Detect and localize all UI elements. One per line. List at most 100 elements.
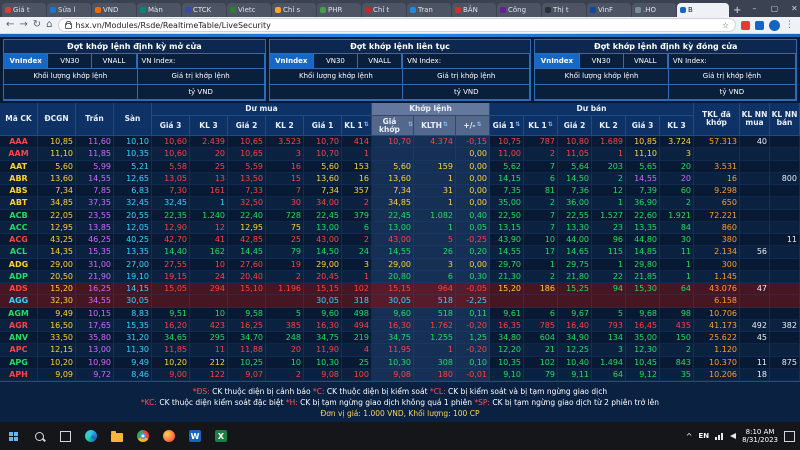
tab-vn30[interactable]: VN30 <box>48 54 93 69</box>
sub-header[interactable]: KL 1 ⇅ <box>524 116 558 136</box>
volume-icon[interactable] <box>730 433 737 439</box>
sub-header[interactable]: KL 1 ⇅ <box>342 116 372 136</box>
sub-header[interactable]: Giá 1 ⇅ <box>490 116 524 136</box>
cell: 43,25 <box>38 234 76 247</box>
browser-tab[interactable]: Vietc <box>227 3 271 17</box>
tab-vnindex[interactable]: VnIndex <box>535 54 580 69</box>
network-icon[interactable] <box>715 432 724 440</box>
extension-icon-2[interactable] <box>755 20 764 30</box>
language-indicator[interactable]: EN <box>698 432 710 440</box>
sub-header[interactable]: Giá khớp ⇅ <box>372 116 414 136</box>
tab-vnall[interactable]: VNALL <box>624 54 668 69</box>
browser-tab[interactable]: VinF <box>587 3 631 17</box>
cell: 11,30 <box>114 344 152 357</box>
matched-volume-button[interactable]: Khối lượng khớp lệnh <box>535 69 669 85</box>
task-view-icon[interactable] <box>52 422 78 450</box>
home-button[interactable]: ⌂ <box>46 19 53 30</box>
browser-tab[interactable]: Chỉ t <box>362 3 406 17</box>
taskbar-chrome-icon[interactable] <box>130 422 156 450</box>
table-row[interactable]: AAM 11,10 11,85 10,35 10,60 20 10,65 3 10,70 1 0,0… <box>0 148 800 161</box>
tab-vnall[interactable]: VNALL <box>358 54 403 69</box>
sub-header[interactable]: +/- ⇅ <box>456 116 490 136</box>
browser-tab[interactable]: Sửa l <box>47 3 91 17</box>
cell: 3 <box>592 344 626 357</box>
cell: 19,15 <box>152 270 190 283</box>
matched-value-button[interactable]: Giá trị khớp lệnh <box>137 69 265 85</box>
browser-tab[interactable]: PHR <box>317 3 361 17</box>
search-icon[interactable] <box>26 422 52 450</box>
taskbar-clock[interactable]: 8:10 AM 8/31/2023 <box>742 428 778 445</box>
table-row[interactable]: AGG 32,30 34,55 30,05 30,05 318 30,05 518 -2,25 6… <box>0 295 800 308</box>
browser-tab[interactable]: Chỉ s <box>272 3 316 17</box>
matched-value-button[interactable]: Giá trị khớp lệnh <box>403 69 531 85</box>
taskbar-explorer-icon[interactable] <box>104 422 130 450</box>
browser-tab[interactable]: .HO <box>632 3 676 17</box>
table-row[interactable]: ACC 12,95 13,85 12,05 12,90 12 12,95 75 13,00 6 13… <box>0 221 800 234</box>
browser-tab[interactable]: BẢN <box>452 3 496 17</box>
legend-segment: CK bị tạm ngừng giao dịch từ 2 phiên trở… <box>489 397 660 407</box>
start-button[interactable] <box>0 422 26 450</box>
new-tab-button[interactable]: + <box>733 5 742 16</box>
table-row[interactable]: ACG 43,25 46,25 40,25 42,70 41 42,85 25 43,00 2 43… <box>0 234 800 247</box>
browser-tab[interactable]: Giá t <box>2 3 46 17</box>
cell: 7 <box>524 209 558 222</box>
table-row[interactable]: ADS 15,20 16,25 14,15 15,05 294 15,10 1.196 15,1… <box>0 283 800 296</box>
tab-vn30[interactable]: VN30 <box>580 54 624 69</box>
browser-tab[interactable]: Thị t <box>542 3 586 17</box>
url-text: hsx.vn/Modules/Rsde/RealtimeTable/LiveSe… <box>75 20 271 30</box>
matched-volume-button[interactable]: Khối lượng khớp lệnh <box>269 69 404 85</box>
table-row[interactable]: ABT 34,85 37,35 32,45 32,45 1 32,50 30 34,00 2 34,… <box>0 197 800 210</box>
cell: 10,20 <box>38 356 76 369</box>
browser-tab[interactable]: B <box>677 3 729 17</box>
browser-tab[interactable]: Công <box>497 3 541 17</box>
close-button[interactable]: ✕ <box>791 4 798 13</box>
reload-button[interactable]: ↻ <box>32 19 42 30</box>
taskbar-firefox-icon[interactable] <box>156 422 182 450</box>
table-row[interactable]: AAA 10,85 11,60 10,10 10,60 2.439 10,65 3.523 10… <box>0 136 800 149</box>
taskbar-word-icon[interactable]: W <box>182 422 208 450</box>
sub-header[interactable]: KLTH ⇅ <box>414 116 456 136</box>
tab-vnall[interactable]: VNALL <box>92 54 137 69</box>
table-row[interactable]: AGM 9,49 10,15 8,83 9,51 10 9,58 5 9,60 498 9,60 51… <box>0 307 800 320</box>
table-row[interactable]: ACB 22,05 23,55 20,55 22,35 1.240 22,40 728 22,4… <box>0 209 800 222</box>
table-row[interactable]: APG 10,20 10,90 9,49 10,20 212 10,25 10 10,30 25 1… <box>0 356 800 369</box>
notification-icon[interactable] <box>784 430 795 442</box>
sub-header-label: Giá 3 <box>631 120 654 130</box>
tab-vnindex[interactable]: VnIndex <box>4 54 49 69</box>
browser-tab[interactable]: Màn <box>137 3 181 17</box>
tab-vn30[interactable]: VN30 <box>314 54 359 69</box>
taskbar-excel-icon[interactable]: X <box>208 422 234 450</box>
table-row[interactable]: APH 9,09 9,72 8,46 9,00 122 9,07 2 9,08 100 9,08 18… <box>0 368 800 381</box>
browser-tab[interactable]: CTCK <box>182 3 226 17</box>
tab-favicon <box>140 7 146 13</box>
bookmark-star-icon[interactable]: ☆ <box>721 20 729 30</box>
table-row[interactable]: APC 12,15 13,00 11,30 11,85 11 11,88 20 11,90 4 11… <box>0 344 800 357</box>
matched-volume-button[interactable]: Khối lượng khớp lệnh <box>4 69 138 85</box>
profile-avatar[interactable] <box>769 19 780 31</box>
browser-tab[interactable]: Tran <box>407 3 451 17</box>
forward-button[interactable]: → <box>19 19 28 30</box>
url-bar[interactable]: hsx.vn/Modules/Rsde/RealtimeTable/LiveSe… <box>57 18 736 32</box>
taskbar-edge-icon[interactable] <box>78 422 104 450</box>
table-row[interactable]: AGR 16,50 17,65 15,35 16,20 423 16,25 385 16,30 4… <box>0 319 800 332</box>
maximize-button[interactable]: ▢ <box>770 4 779 13</box>
sub-header: KL 3 <box>190 116 228 136</box>
browser-tab[interactable]: VND <box>92 3 136 17</box>
cell <box>740 295 770 308</box>
table-row[interactable]: ABR 13,60 14,55 12,65 13,05 13 13,50 15 13,60 16 1… <box>0 172 800 185</box>
back-button[interactable]: ← <box>6 19 15 30</box>
table-row[interactable]: ACL 14,35 15,35 13,35 14,40 162 14,45 79 14,50 24… <box>0 246 800 259</box>
table-row[interactable]: ABS 7,34 7,85 6,83 7,30 161 7,33 7 7,34 357 7,34 31… <box>0 185 800 198</box>
tray-expand-icon[interactable]: ^ <box>685 431 693 441</box>
cell: 212 <box>190 356 228 369</box>
extension-icon-1[interactable] <box>741 20 750 30</box>
table-row[interactable]: AAT 5,60 5,99 5,21 5,58 25 5,59 16 5,60 153 5,60 15… <box>0 160 800 173</box>
cell: 29,75 <box>558 258 592 271</box>
table-row[interactable]: ADP 20,50 21,90 19,10 19,15 24 20,40 2 20,45 1 20,… <box>0 270 800 283</box>
browser-menu-button[interactable]: ⋮ <box>785 20 794 30</box>
minimize-button[interactable]: – <box>752 4 757 13</box>
tab-vnindex[interactable]: VnIndex <box>269 54 314 69</box>
matched-value-button[interactable]: Giá trị khớp lệnh <box>668 69 797 85</box>
table-row[interactable]: ADG 29,00 31,00 27,00 27,55 10 27,60 19 29,00 3 29… <box>0 258 800 271</box>
table-row[interactable]: ANV 33,50 35,80 31,20 34,65 295 34,70 248 34,75 2… <box>0 332 800 345</box>
